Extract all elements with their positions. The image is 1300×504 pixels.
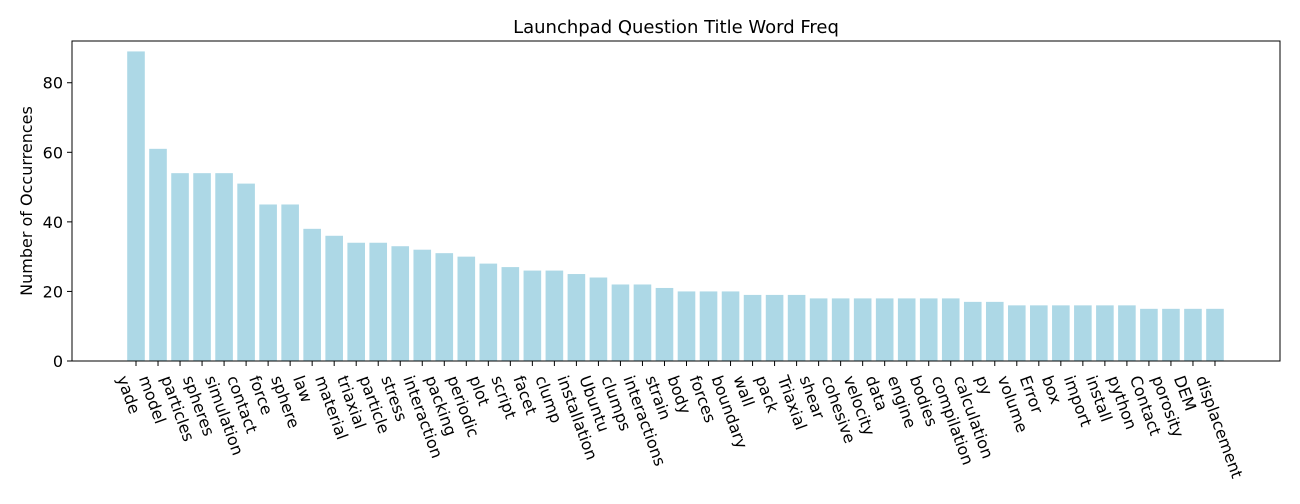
y-tick-label: 60 [43, 143, 63, 162]
bar-DEM [1184, 308, 1202, 361]
bar-engine [897, 298, 916, 361]
y-tick-label: 0 [53, 352, 63, 371]
plot-area: 020406080yademodelparticlesspheressimula… [43, 40, 1281, 481]
bar-particles [171, 173, 189, 361]
bar-facet [523, 270, 542, 361]
bar-import [1074, 305, 1092, 361]
bar-periodic [457, 256, 476, 361]
bar-python [1118, 305, 1136, 361]
bar-Triaxial [787, 294, 806, 361]
bar-body [677, 291, 696, 361]
bar-spheres [193, 173, 211, 361]
bar-velocity [853, 298, 872, 361]
bar-volume [1008, 305, 1026, 361]
bar-strain [655, 287, 674, 361]
bar-cohesive [831, 298, 850, 361]
bar-force [259, 204, 277, 361]
plot-frame [71, 40, 1281, 362]
bar-bodies [919, 298, 938, 361]
bar-model [149, 148, 167, 361]
bar-sphere [281, 204, 299, 361]
bar-forces [699, 291, 718, 361]
bar-py [985, 301, 1004, 361]
bar-triaxial [347, 242, 365, 361]
bar-box [1052, 305, 1070, 361]
bar-packing [435, 253, 454, 361]
bar-shear [809, 298, 828, 361]
x-tick-label: displacement [1192, 373, 1247, 481]
bar-data [875, 298, 894, 361]
bar-interaction [413, 249, 432, 361]
bar-install [1096, 305, 1114, 361]
bar-clump [545, 270, 564, 361]
y-axis-label: Number of Occurrences [17, 106, 36, 296]
bar-compilation [941, 298, 960, 361]
bar-stress [391, 246, 410, 361]
bar-simulation [215, 173, 233, 361]
bar-material [325, 235, 343, 361]
bar-Contact [1140, 308, 1158, 361]
y-tick-label: 20 [43, 282, 63, 301]
bar-law [303, 228, 321, 361]
y-tick-label: 40 [43, 213, 63, 232]
bar-Error [1030, 305, 1048, 361]
bar-calculation [963, 301, 982, 361]
bar-yade [127, 51, 145, 362]
bar-displacement [1206, 308, 1224, 361]
bar-plot [479, 263, 498, 361]
bar-installation [567, 274, 586, 361]
bar-interactions [633, 284, 652, 361]
bar-porosity [1162, 308, 1180, 361]
y-tick-label: 80 [43, 74, 63, 93]
chart-title: Launchpad Question Title Word Freq [513, 17, 839, 38]
bar-pack [765, 294, 784, 361]
bar-script [501, 267, 520, 361]
bar-boundary [721, 291, 740, 361]
bar-Ubuntu [589, 277, 608, 361]
bar-particle [369, 242, 388, 361]
bar-clumps [611, 284, 630, 361]
bar-contact [237, 183, 255, 361]
bar-wall [743, 294, 762, 361]
